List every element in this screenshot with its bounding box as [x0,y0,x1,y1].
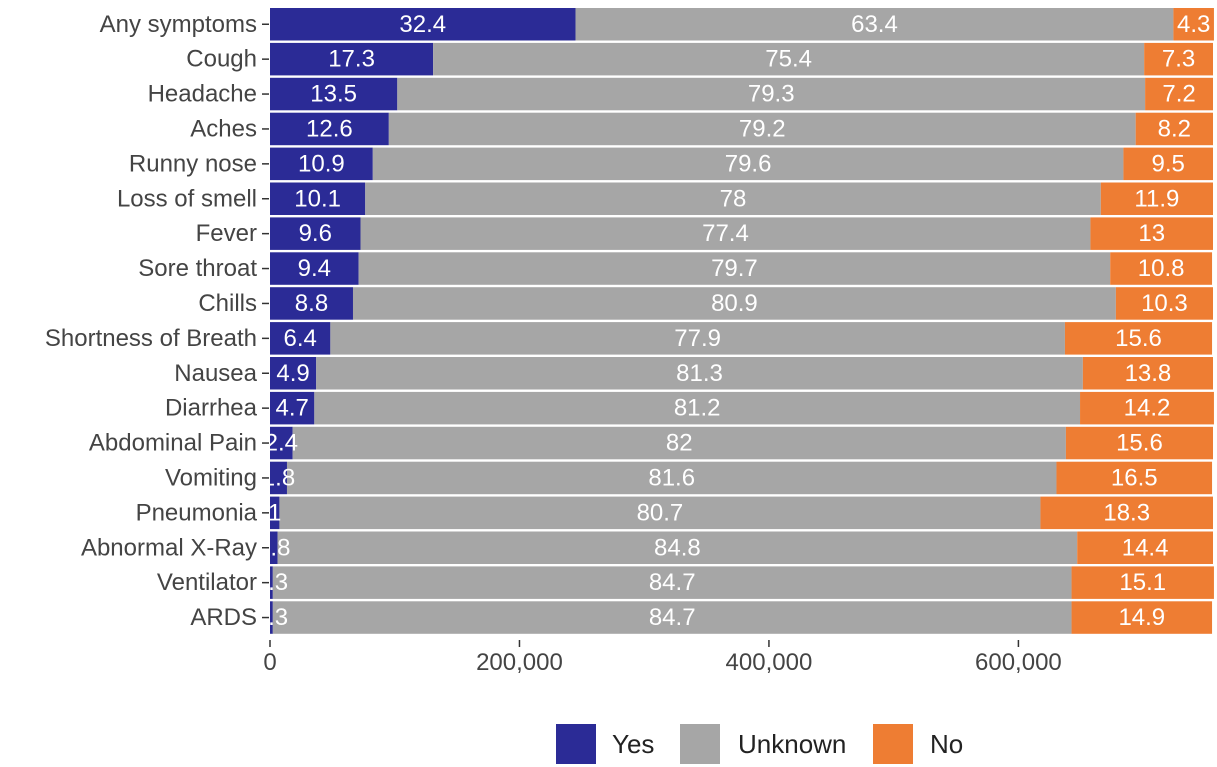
data-label-abnormal-x-ray-no: 14.4 [1122,534,1169,561]
data-label-cough-unknown: 75.4 [765,46,812,73]
data-label-nausea-no: 13.8 [1125,360,1172,387]
category-label-abdominal-pain: Abdominal Pain [89,430,257,457]
x-tick-label: 200,000 [476,649,563,676]
data-label-pneumonia-unknown: 80.7 [637,499,684,526]
data-label-shortness-of-breath-no: 15.6 [1115,325,1162,352]
category-label-cough: Cough [186,46,257,73]
data-label-sore-throat-unknown: 79.7 [711,255,758,282]
data-label-vomiting-unknown: 81.6 [648,464,695,491]
data-label-diarrhea-no: 14.2 [1124,395,1171,422]
data-label-shortness-of-breath-unknown: 77.9 [674,325,721,352]
data-label-pneumonia-yes: 1 [268,499,281,526]
data-label-any-symptoms-no: 4.3 [1177,11,1210,38]
category-label-headache: Headache [148,81,257,108]
category-label-aches: Aches [190,115,257,142]
category-label-runny-nose: Runny nose [129,150,257,177]
x-tick-label: 400,000 [726,649,813,676]
legend-label-no: No [930,729,963,759]
x-tick-label: 600,000 [975,649,1062,676]
data-label-loss-of-smell-yes: 10.1 [294,185,341,212]
data-label-headache-no: 7.2 [1162,81,1195,108]
data-label-fever-yes: 9.6 [299,220,332,247]
category-label-abnormal-x-ray: Abnormal X-Ray [81,534,257,561]
data-label-diarrhea-unknown: 81.2 [674,395,721,422]
legend-swatch-no [873,724,913,764]
data-label-any-symptoms-yes: 32.4 [399,11,446,38]
data-label-runny-nose-no: 9.5 [1152,150,1185,177]
x-axis: 0 200,000 400,000 600,000 [263,640,1061,676]
data-label-sore-throat-yes: 9.4 [298,255,331,282]
category-label-loss-of-smell: Loss of smell [117,185,257,212]
data-label-chills-yes: 8.8 [295,290,328,317]
category-label-nausea: Nausea [174,360,257,387]
data-label-chills-no: 10.3 [1141,290,1188,317]
category-label-ards: ARDS [190,604,257,631]
data-label-ventilator-unknown: 84.7 [649,569,696,596]
category-label-fever: Fever [196,220,257,247]
category-label-vomiting: Vomiting [165,464,257,491]
data-label-pneumonia-no: 18.3 [1103,499,1150,526]
category-label-pneumonia: Pneumonia [136,499,258,526]
data-label-vomiting-no: 16.5 [1111,464,1158,491]
data-label-ventilator-yes: 0.3 [255,569,288,596]
category-label-diarrhea: Diarrhea [165,395,258,422]
data-label-headache-unknown: 79.3 [748,81,795,108]
category-label-ventilator: Ventilator [157,569,257,596]
legend-label-yes: Yes [612,729,654,759]
data-label-runny-nose-unknown: 79.6 [725,150,772,177]
legend: Yes Unknown No [556,724,963,764]
x-tick-label: 0 [263,649,276,676]
data-label-ards-unknown: 84.7 [649,604,696,631]
data-label-diarrhea-yes: 4.7 [275,395,308,422]
legend-label-unknown: Unknown [738,729,846,759]
data-label-cough-yes: 17.3 [328,46,375,73]
data-label-headache-yes: 13.5 [310,81,357,108]
data-label-sore-throat-no: 10.8 [1138,255,1185,282]
data-label-fever-no: 13 [1138,220,1165,247]
data-label-chills-unknown: 80.9 [711,290,758,317]
data-label-any-symptoms-unknown: 63.4 [851,11,898,38]
data-label-nausea-unknown: 81.3 [676,360,723,387]
data-label-ventilator-no: 15.1 [1119,569,1166,596]
data-label-abdominal-pain-no: 15.6 [1116,430,1163,457]
bars-group: 32.4 63.4 4.3 17.3 75.4 7.3 13.5 79.3 7.2 12.6 79.… [255,8,1214,634]
legend-swatch-unknown [680,724,720,764]
data-label-aches-unknown: 79.2 [739,115,786,142]
data-label-ards-no: 14.9 [1118,604,1165,631]
data-label-aches-yes: 12.6 [306,115,353,142]
data-label-fever-unknown: 77.4 [702,220,749,247]
data-label-loss-of-smell-unknown: 78 [720,185,747,212]
data-label-nausea-yes: 4.9 [276,360,309,387]
data-label-ards-yes: 0.3 [255,604,288,631]
category-label-shortness-of-breath: Shortness of Breath [45,325,257,352]
data-label-abdominal-pain-unknown: 82 [666,430,693,457]
category-label-chills: Chills [198,290,257,317]
category-label-any-symptoms: Any symptoms [100,11,257,38]
category-label-sore-throat: Sore throat [138,255,257,282]
category-axis: Any symptoms Cough Headache Aches Runny nose… [45,11,269,631]
data-label-cough-no: 7.3 [1162,46,1195,73]
legend-swatch-yes [556,724,596,764]
data-label-loss-of-smell-no: 11.9 [1134,185,1179,212]
data-label-runny-nose-yes: 10.9 [298,150,345,177]
data-label-shortness-of-breath-yes: 6.4 [283,325,316,352]
data-label-abnormal-x-ray-unknown: 84.8 [654,534,701,561]
data-label-aches-no: 8.2 [1158,115,1191,142]
data-label-abdominal-pain-yes: 2.4 [265,430,298,457]
